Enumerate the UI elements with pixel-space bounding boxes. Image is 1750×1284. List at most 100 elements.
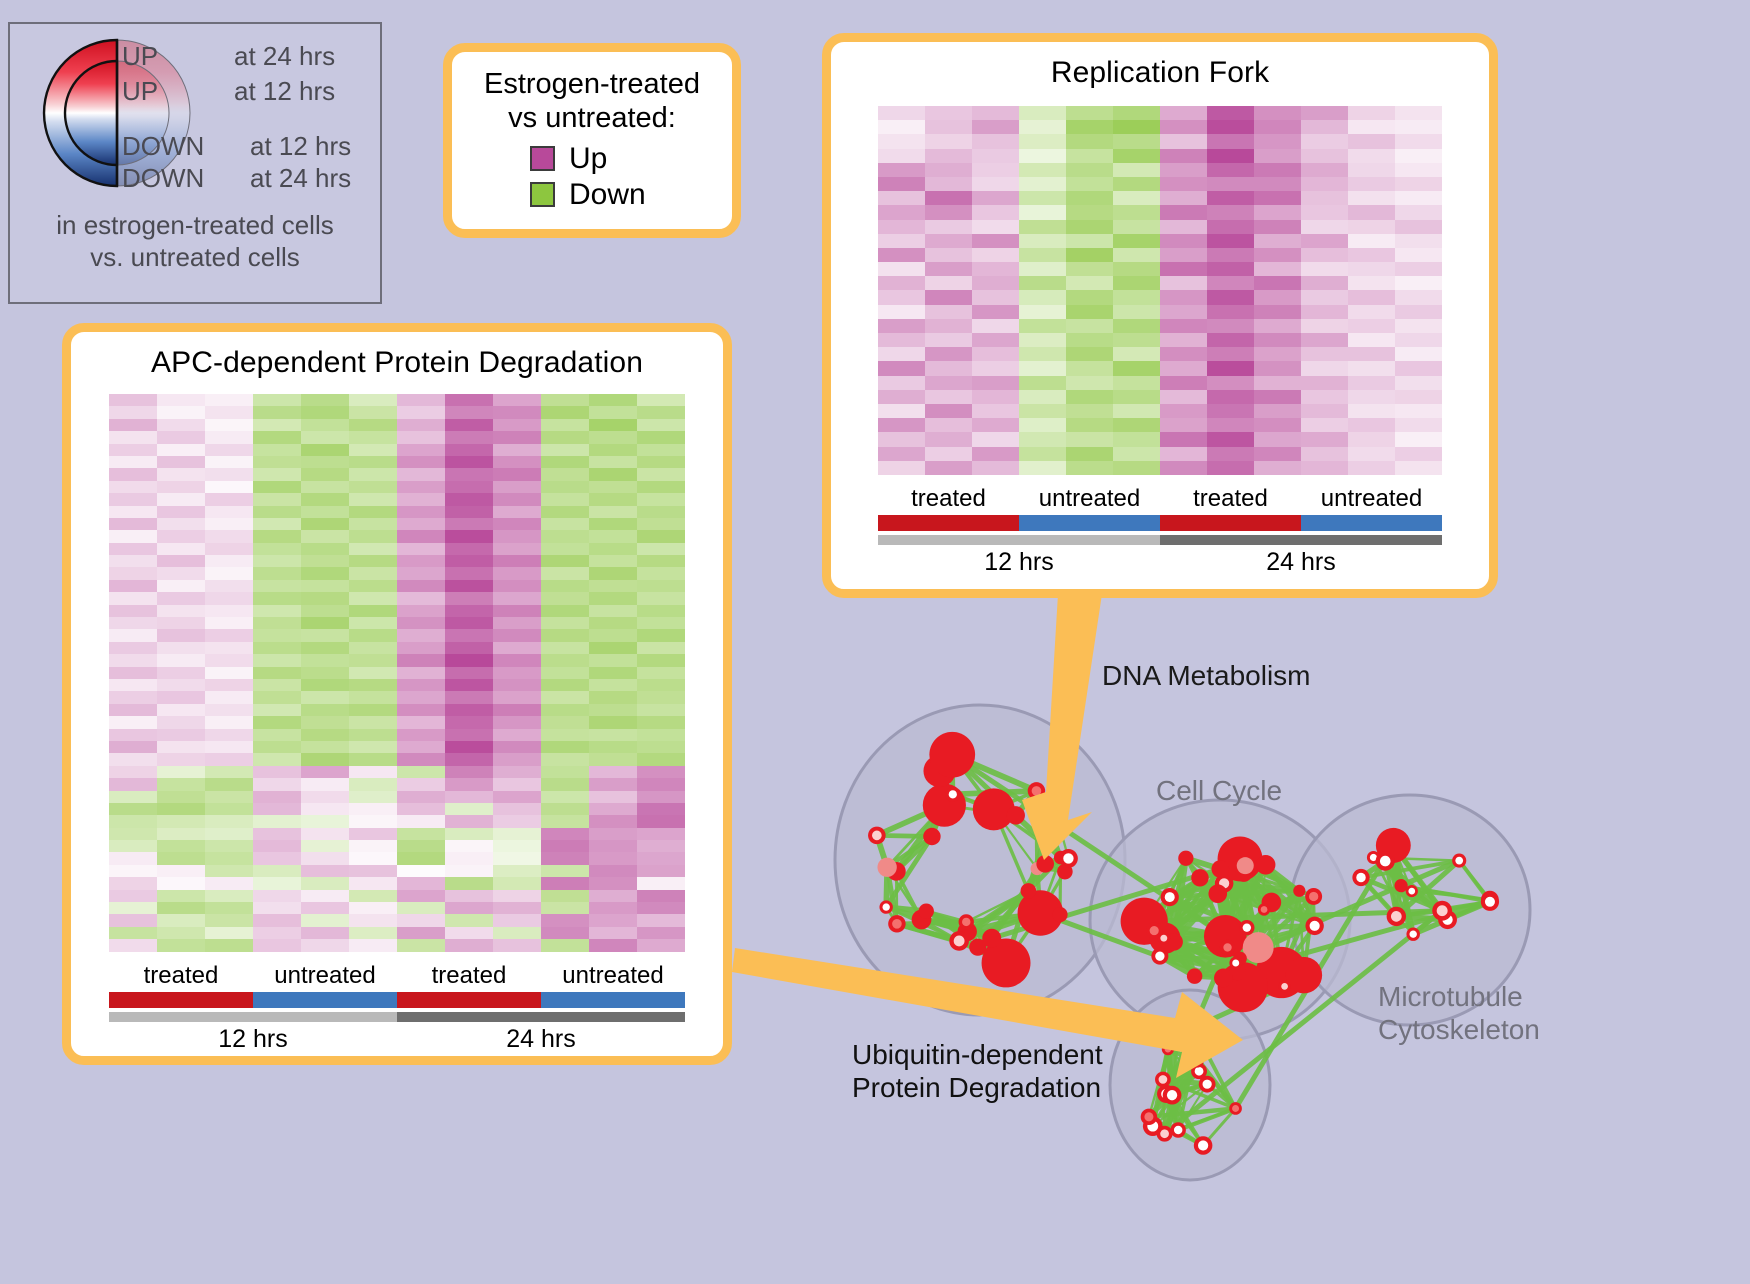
heatmap-cell <box>253 444 301 456</box>
time-bar-segment-24h <box>397 1012 685 1022</box>
heatmap-cell <box>1254 305 1301 319</box>
network-node[interactable] <box>1256 855 1276 875</box>
heatmap-cell <box>541 444 589 456</box>
heatmap-cell <box>1019 191 1066 205</box>
network-node[interactable] <box>1049 802 1061 814</box>
heatmap-cell <box>1207 404 1254 418</box>
heatmap-cell <box>541 654 589 666</box>
network-node[interactable] <box>1394 879 1407 892</box>
heatmap-cell <box>1301 149 1348 163</box>
heatmap-cell <box>445 481 493 493</box>
network-node[interactable] <box>1187 968 1202 983</box>
time-label-12h: 12 hrs <box>878 545 1160 577</box>
heatmap-cell <box>1066 120 1113 134</box>
heatmap-cell <box>1160 390 1207 404</box>
heatmap-cell <box>397 778 445 790</box>
network-node[interactable] <box>1191 869 1208 886</box>
heatmap-cell <box>253 691 301 703</box>
heatmap-cell <box>1348 418 1395 432</box>
network-node-core <box>1174 1030 1182 1038</box>
heatmap-cell <box>349 629 397 641</box>
heatmap-cell <box>589 419 637 431</box>
heatmap-cell <box>1019 177 1066 191</box>
sample-group-labels: treated untreated treated untreated <box>109 962 685 992</box>
network-node[interactable] <box>1208 884 1227 903</box>
network-node[interactable] <box>1243 932 1274 963</box>
network-node[interactable] <box>929 732 975 778</box>
heatmap-cell <box>493 914 541 926</box>
heatmap-cell <box>445 865 493 877</box>
heatmap-cell <box>157 530 205 542</box>
heatmap-cell <box>349 567 397 579</box>
heatmap-cell <box>349 481 397 493</box>
heatmap-cell <box>1160 447 1207 461</box>
heatmap-cell <box>925 191 972 205</box>
heatmap-cell <box>1113 262 1160 276</box>
heatmap-cell <box>109 654 157 666</box>
network-node[interactable] <box>1052 907 1067 922</box>
heatmap-cell <box>301 927 349 939</box>
network-node[interactable] <box>919 904 934 919</box>
heatmap-cell <box>157 815 205 827</box>
network-node[interactable] <box>1237 857 1254 874</box>
heatmap-cell <box>109 629 157 641</box>
network-node[interactable] <box>923 784 966 827</box>
heatmap-cell <box>445 766 493 778</box>
heatmap-cell <box>1395 418 1442 432</box>
network-node-core <box>1408 888 1415 895</box>
updown-legend-card: Estrogen-treated vs untreated: Up Down <box>443 43 741 238</box>
heatmap-cell <box>157 753 205 765</box>
heatmap-cell <box>1348 248 1395 262</box>
heatmap-cell <box>637 654 685 666</box>
heatmap-cell <box>109 927 157 939</box>
heatmap-cell <box>1395 319 1442 333</box>
heatmap-cell <box>157 629 205 641</box>
heatmap-cell <box>445 629 493 641</box>
heatmap-cell <box>109 840 157 852</box>
heatmap-cell <box>878 220 925 234</box>
network-node[interactable] <box>1211 860 1229 878</box>
heatmap-cell <box>205 555 253 567</box>
network-node[interactable] <box>973 788 1015 830</box>
network-node[interactable] <box>923 828 940 845</box>
heatmap-cell <box>1395 177 1442 191</box>
heatmap-cell <box>445 468 493 480</box>
heatmap-cell <box>637 419 685 431</box>
heatmap-cell <box>445 729 493 741</box>
heatmap-cell <box>445 902 493 914</box>
heatmap-cell <box>445 890 493 902</box>
heatmap-cell <box>205 852 253 864</box>
heatmap-cell <box>1395 134 1442 148</box>
heatmap-cell <box>301 567 349 579</box>
network-node[interactable] <box>969 939 986 956</box>
treatment-color-bar <box>878 515 1442 531</box>
heatmap-cell <box>1113 234 1160 248</box>
network-node[interactable] <box>1286 957 1323 994</box>
heatmap-cell <box>301 852 349 864</box>
heatmap-cell <box>972 376 1019 390</box>
heatmap-cell <box>445 667 493 679</box>
heatmap-cell <box>637 679 685 691</box>
treatment-bar-segment-2 <box>397 992 541 1008</box>
heatmap-cell <box>1207 205 1254 219</box>
network-node[interactable] <box>1293 885 1305 897</box>
heatmap-cell <box>1066 248 1113 262</box>
heatmap-cell <box>1019 234 1066 248</box>
heatmap-cell <box>1301 347 1348 361</box>
heatmap-cell <box>925 106 972 120</box>
heatmap-cell <box>1301 390 1348 404</box>
network-node[interactable] <box>1214 969 1233 988</box>
network-node[interactable] <box>1036 855 1054 873</box>
heatmap-cell <box>541 629 589 641</box>
cluster-label-cell-cycle: Cell Cycle <box>1156 775 1282 807</box>
heatmap-cell <box>1254 347 1301 361</box>
heatmap-cell <box>205 617 253 629</box>
heatmap-cell <box>1301 361 1348 375</box>
network-node[interactable] <box>877 858 896 877</box>
network-node[interactable] <box>1007 806 1025 824</box>
network-node[interactable] <box>1021 883 1037 899</box>
heatmap-cell <box>445 642 493 654</box>
network-node[interactable] <box>1178 851 1193 866</box>
heatmap-cell <box>253 840 301 852</box>
